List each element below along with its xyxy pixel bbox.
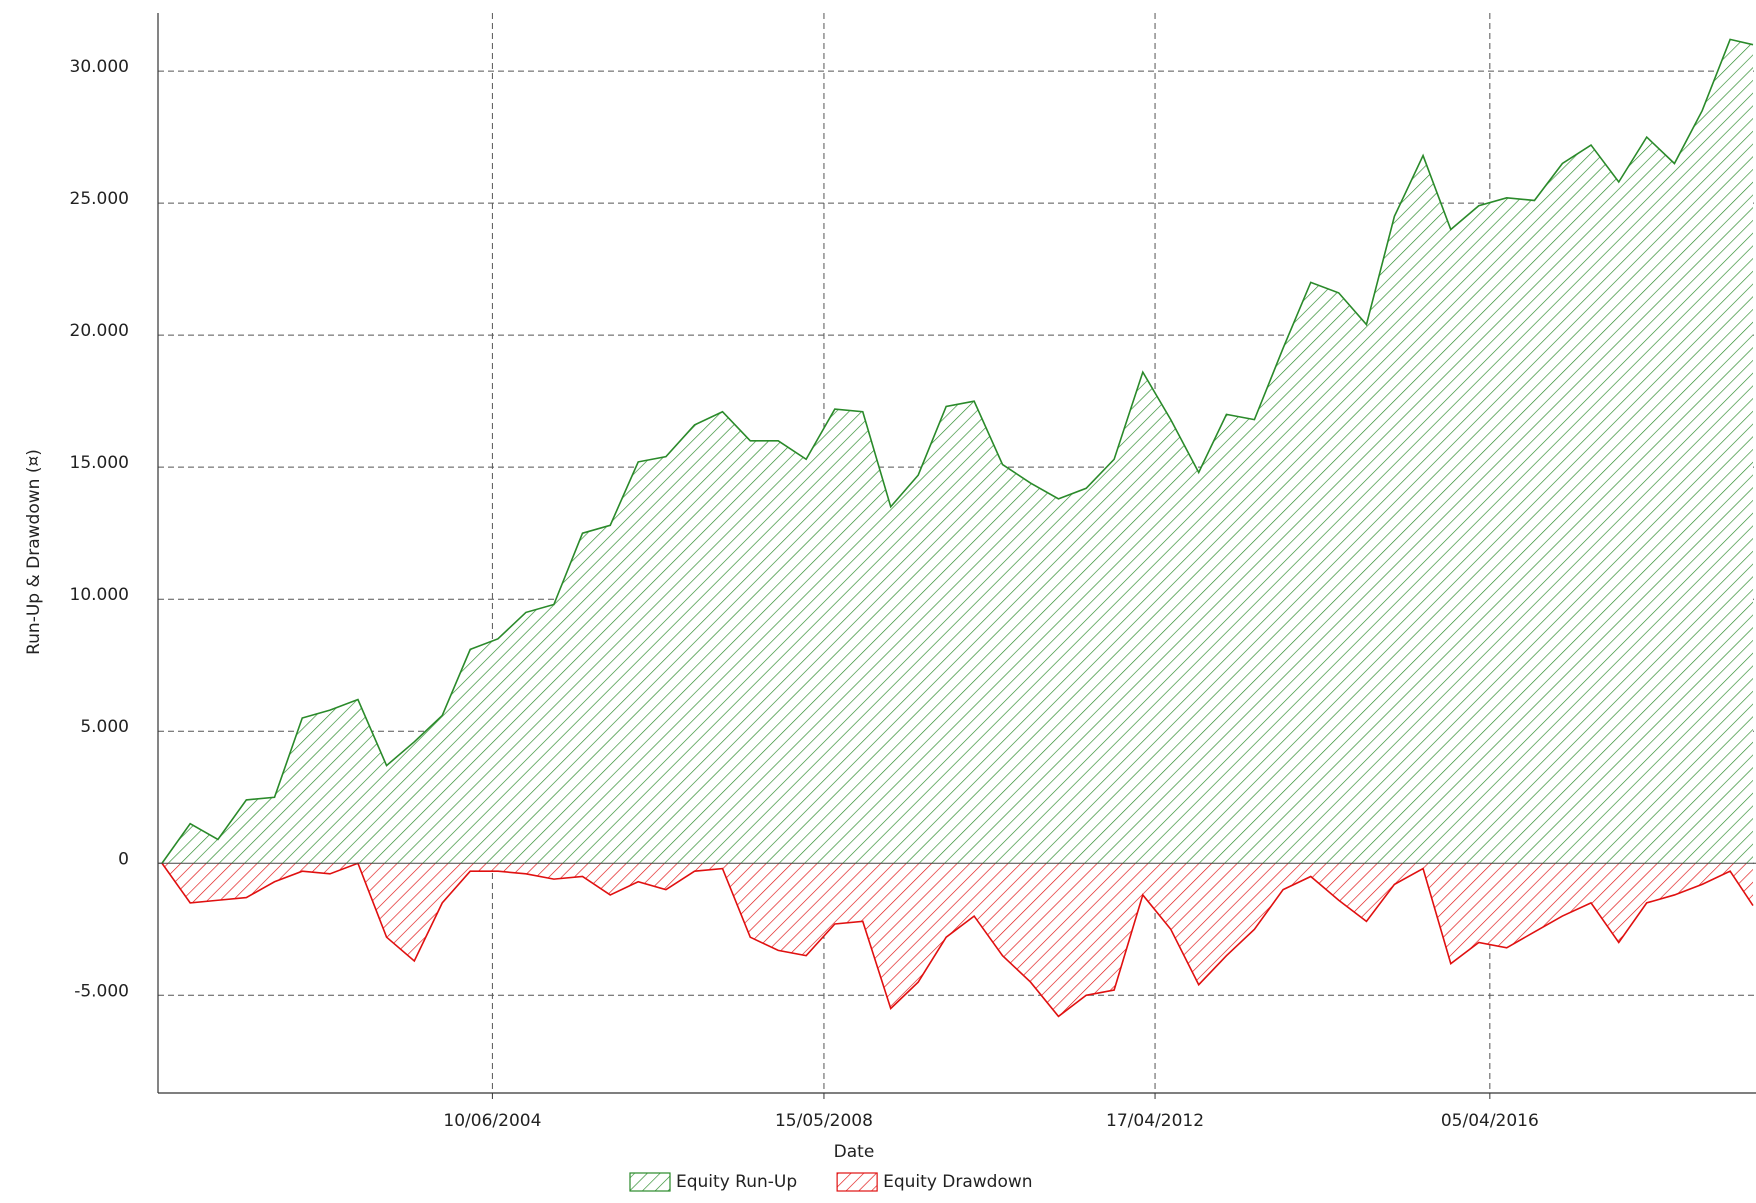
x-tick-label: 10/06/2004: [443, 1111, 541, 1131]
legend-label: Equity Run-Up: [676, 1172, 797, 1192]
x-axis-label: Date: [834, 1142, 875, 1162]
area-fill: [162, 39, 1753, 864]
y-tick-label: 25.000: [70, 189, 129, 209]
series-line: [161, 38, 1754, 864]
x-tick-label: 17/04/2012: [1106, 1111, 1204, 1131]
legend-swatch: [836, 1172, 878, 1192]
y-tick-label: -5.000: [74, 981, 129, 1001]
y-tick-label: 20.000: [70, 321, 129, 341]
y-tick-label: 5.000: [80, 717, 129, 737]
series-line: [161, 862, 1754, 1018]
x-tick-label: 15/05/2008: [775, 1111, 873, 1131]
area-fill: [162, 863, 1753, 1017]
x-tick-label: 05/04/2016: [1441, 1111, 1539, 1131]
legend-swatch: [629, 1172, 671, 1192]
y-tick-label: 0: [118, 849, 129, 869]
legend-label: Equity Drawdown: [883, 1172, 1032, 1192]
y-axis-label: Run-Up & Drawdown (¤): [24, 449, 44, 655]
y-tick-label: 10.000: [70, 585, 129, 605]
y-tick-label: 30.000: [70, 57, 129, 77]
y-tick-label: 15.000: [70, 453, 129, 473]
